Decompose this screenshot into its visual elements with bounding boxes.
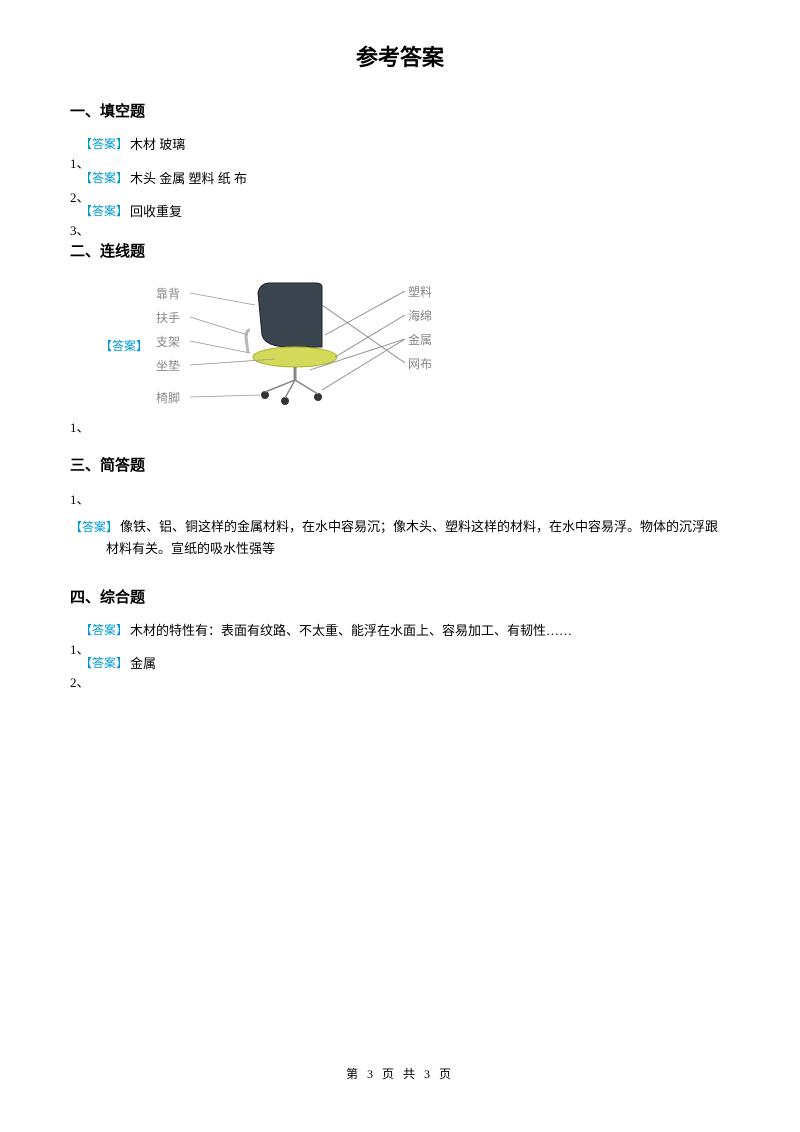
label-armrest: 扶手 <box>156 309 180 326</box>
answer-text: 金属 <box>130 654 156 674</box>
label-plastic: 塑料 <box>408 283 432 300</box>
fill-answer-3: 3、 【答案】 回收重复 <box>80 202 730 222</box>
label-frame: 支架 <box>156 333 180 350</box>
answer-number: 3、 <box>70 220 90 239</box>
matching-diagram: 【答案】 靠背 扶手 支架 坐垫 椅脚 塑料 海绵 金属 网布 <box>150 275 490 415</box>
answer-text: 木头 金属 塑料 纸 布 <box>130 169 247 189</box>
answer-tag: 【答案】 <box>100 337 148 354</box>
fill-answer-2: 2、 【答案】 木头 金属 塑料 纸 布 <box>80 169 730 189</box>
label-legs: 椅脚 <box>156 389 180 406</box>
answer-text: 回收重复 <box>130 202 182 222</box>
answer-tag: 【答案】 <box>80 169 128 186</box>
answer-tag: 【答案】 <box>80 202 128 219</box>
section-4-heading: 四、综合题 <box>70 586 730 607</box>
fill-answer-1: 1、 【答案】 木材 玻璃 <box>80 135 730 155</box>
comp-answer-2: 2、 【答案】 金属 <box>80 654 730 674</box>
answer-tag: 【答案】 <box>80 135 128 152</box>
answer-text: 像铁、铝、铜这样的金属材料，在水中容易沉；像木头、塑料这样的材料，在水中容易浮。… <box>106 519 718 556</box>
answer-tag: 【答案】 <box>80 621 128 638</box>
page-title: 参考答案 <box>70 40 730 72</box>
label-sponge: 海绵 <box>408 307 432 324</box>
section-1-heading: 一、填空题 <box>70 100 730 121</box>
matching-number: 1、 <box>70 417 730 436</box>
chair-diagram-svg <box>150 275 490 415</box>
short-answer-1: 【答案】像铁、铝、铜这样的金属材料，在水中容易沉；像木头、塑料这样的材料，在水中… <box>70 516 730 560</box>
page-footer: 第 3 页 共 3 页 <box>0 1065 800 1082</box>
label-seat: 坐垫 <box>156 357 180 374</box>
label-back: 靠背 <box>156 285 180 302</box>
answer-tag: 【答案】 <box>80 654 128 671</box>
comp-answer-1: 1、 【答案】 木材的特性有：表面有纹路、不太重、能浮在水面上、容易加工、有韧性… <box>80 621 730 641</box>
answer-text: 木材 玻璃 <box>130 135 185 155</box>
answer-text: 木材的特性有：表面有纹路、不太重、能浮在水面上、容易加工、有韧性…… <box>130 621 572 641</box>
answer-number: 2、 <box>70 672 90 691</box>
label-mesh: 网布 <box>408 355 432 372</box>
short-answer-number: 1、 <box>70 489 730 508</box>
section-3-heading: 三、简答题 <box>70 454 730 475</box>
answer-tag: 【答案】 <box>70 520 118 534</box>
section-2-heading: 二、连线题 <box>70 240 730 261</box>
label-metal: 金属 <box>408 331 432 348</box>
